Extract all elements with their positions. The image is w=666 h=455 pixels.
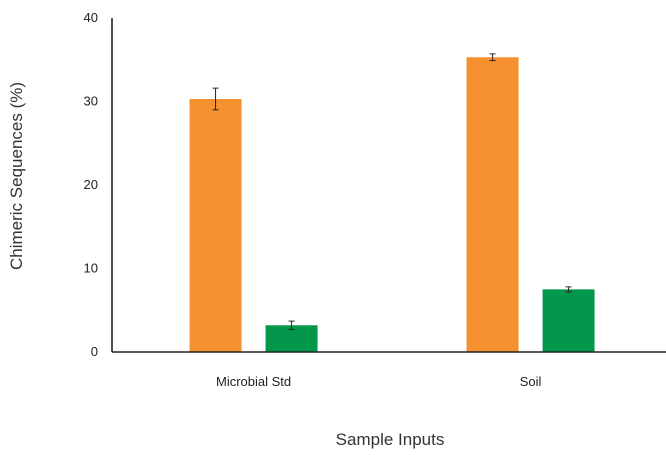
bar-0-0 xyxy=(189,98,242,353)
bar-1-1 xyxy=(542,289,595,352)
x-category-label-1: Soil xyxy=(520,374,542,389)
x-category-labels: Microbial Std Soil xyxy=(216,374,542,389)
y-tick-label-0: 0 xyxy=(91,344,98,359)
y-tick-label-1: 10 xyxy=(84,261,98,276)
y-tick-labels: 0 10 20 30 40 xyxy=(84,10,98,359)
y-tick-label-3: 30 xyxy=(84,94,98,109)
error-bars xyxy=(212,53,572,330)
bars xyxy=(189,57,595,353)
y-tick-label-2: 20 xyxy=(84,177,98,192)
x-axis-title: Sample Inputs xyxy=(336,430,445,449)
y-axis-title: Chimeric Sequences (%) xyxy=(7,82,26,270)
y-tick-label-4: 40 xyxy=(84,10,98,25)
bar-1-0 xyxy=(466,57,519,353)
x-category-label-0: Microbial Std xyxy=(216,374,291,389)
